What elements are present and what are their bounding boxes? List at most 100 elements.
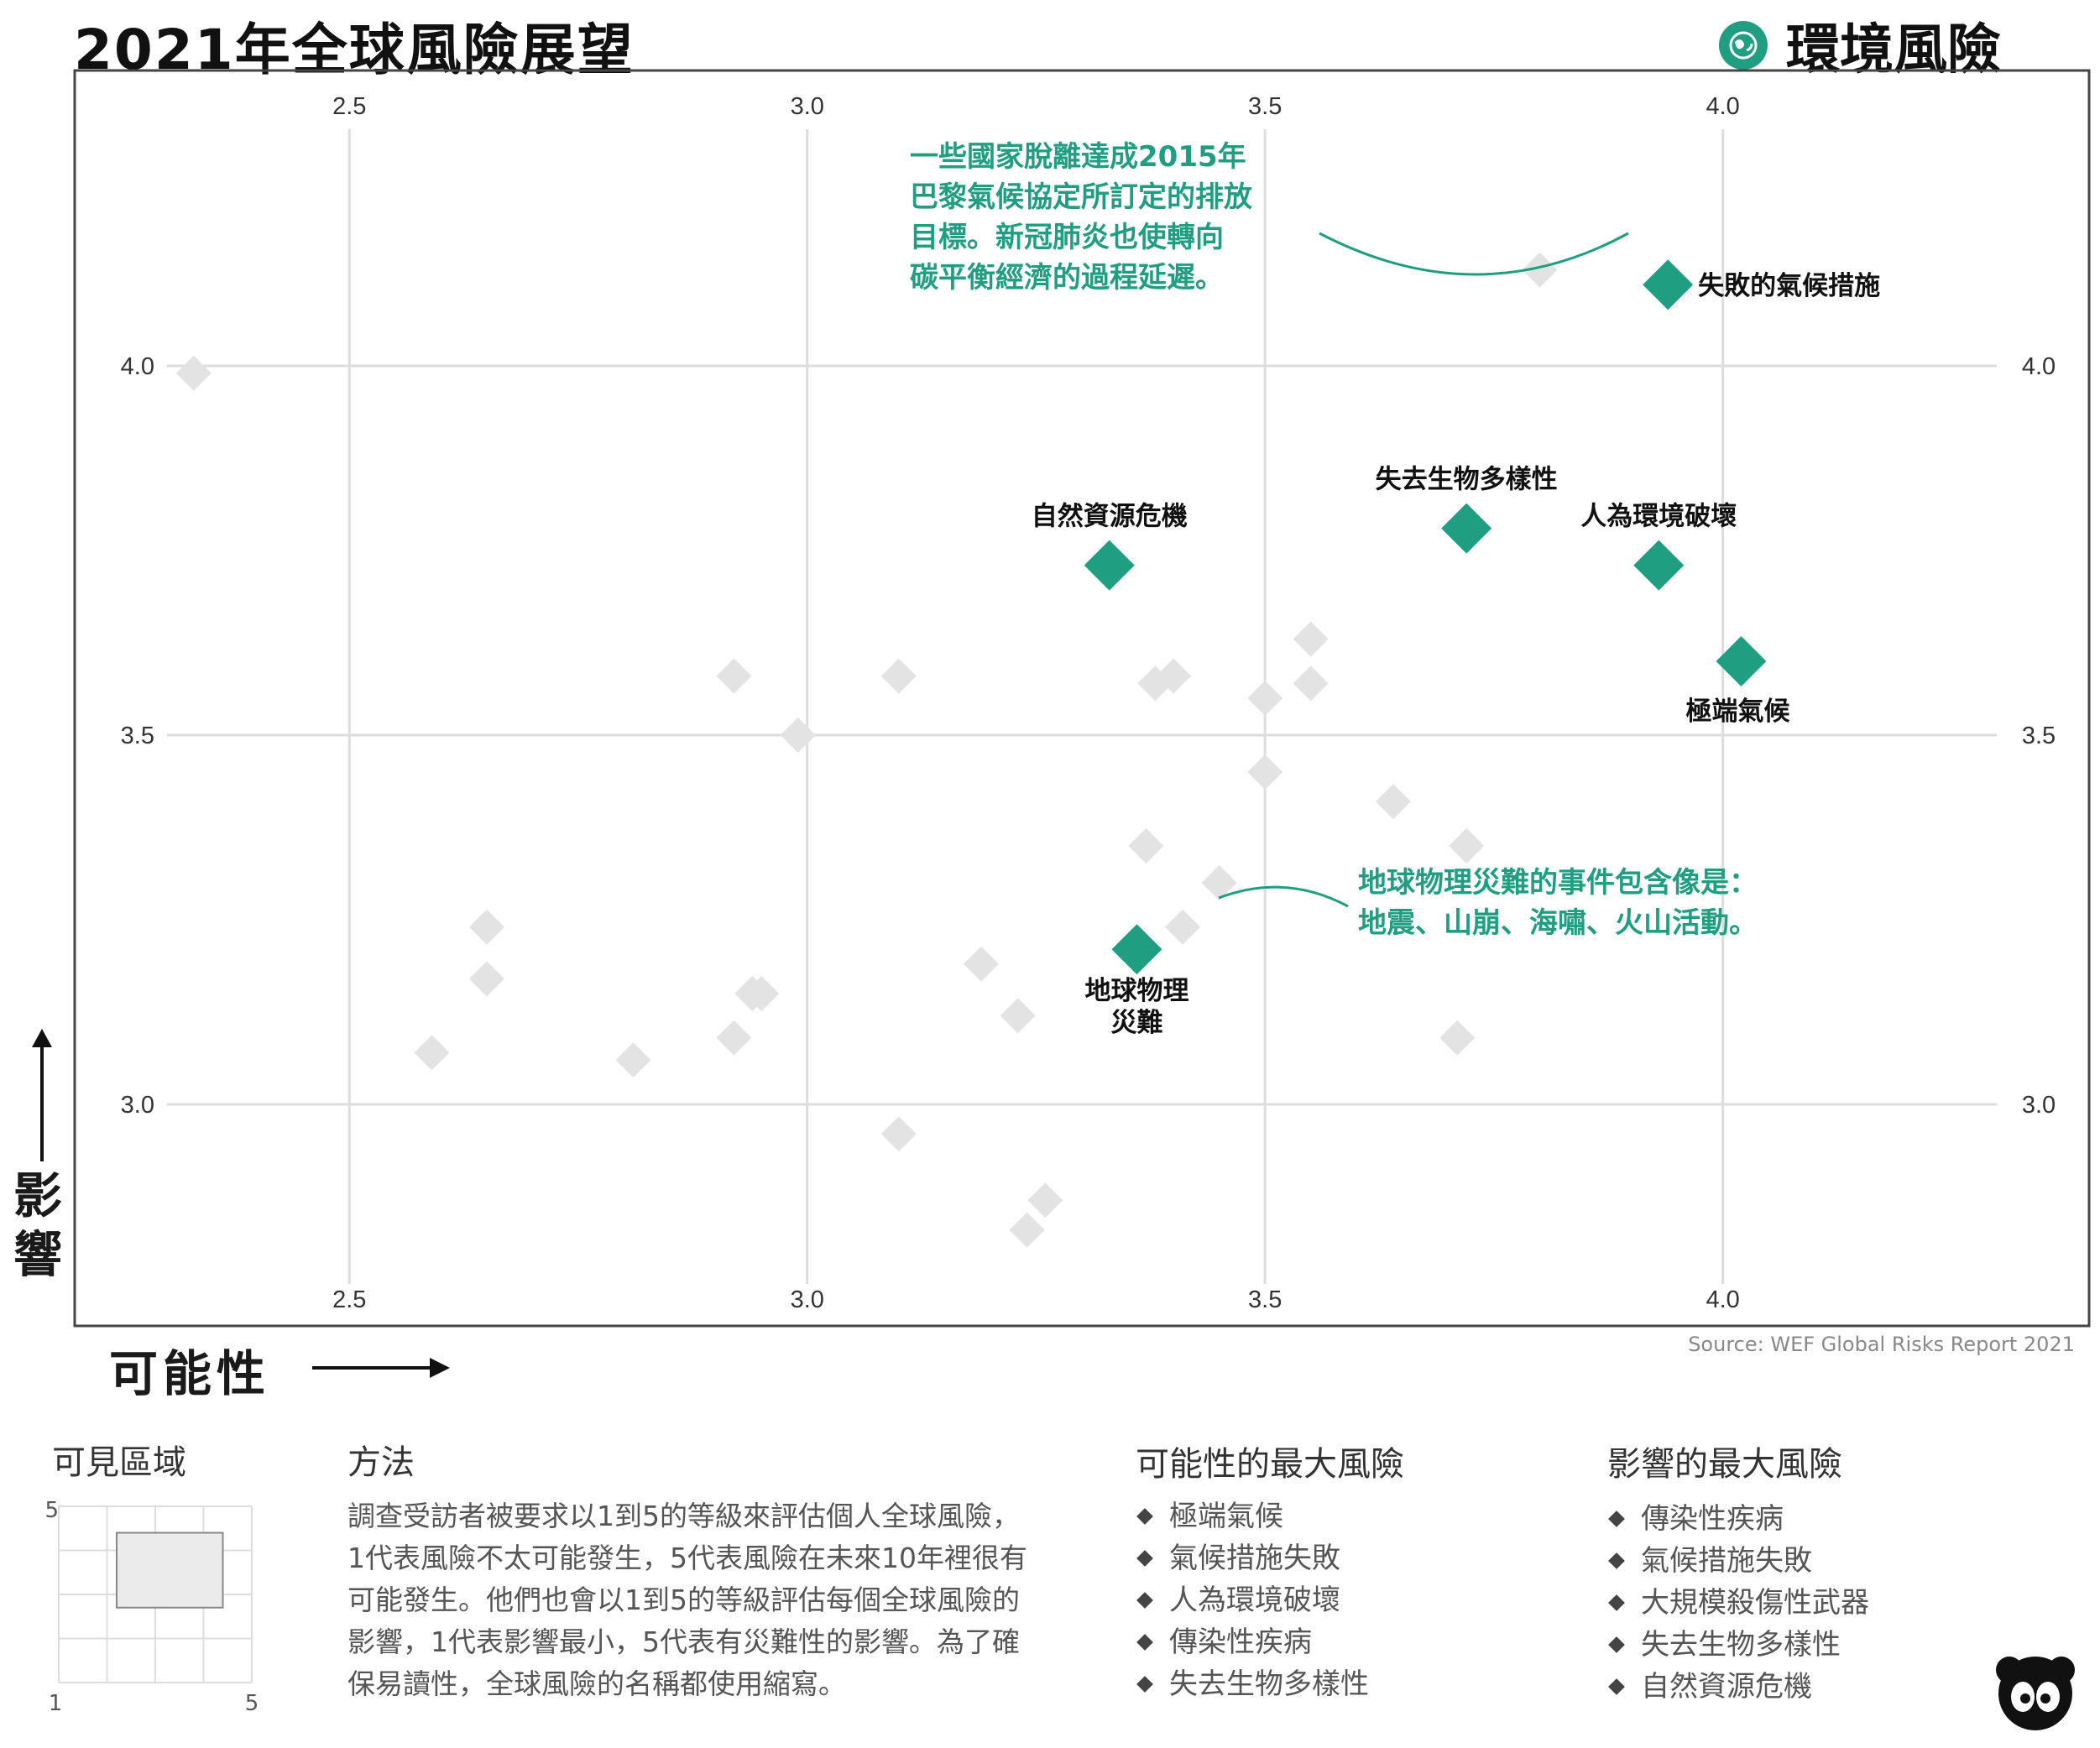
x-axis-title: 可能性 [109,1345,271,1402]
list-item-label: 氣候措施失敗 [1169,1542,1340,1575]
grid-layer [167,129,1997,1284]
other-risk-point [1156,658,1192,694]
annotation-connector [1319,232,1629,276]
tick-layer: 2.5 2.5 3.0 3.0 3.5 3.5 4.0 4.0 3.0 3.0 3.5 3.5 4.0 4… [121,93,2056,1313]
annotation-line: 巴黎氣候協定所訂定的排放 [910,180,1252,214]
method-line: 影響，1代表影響最小，5代表有災難性的影響。為了確 [347,1625,1020,1658]
highlighted-risk-point [1441,503,1492,554]
highlighted-risk-label: 極端氣候 [1685,697,1790,727]
method-line: 可能發生。他們也會以1到5的等級評估每個全球風險的 [347,1584,1020,1616]
method-title: 方法 [347,1443,415,1482]
other-risks-layer [175,252,1558,1248]
annotation-line: 地球物理災難的事件包含像是： [1358,866,1758,900]
list-item: 失去生物多樣性 [1136,1663,1369,1705]
diamond-bullet-icon [1608,1678,1625,1695]
other-risk-point [880,1116,917,1152]
highlighted-risk-label-line: 災難 [1110,1008,1162,1038]
other-risk-point [964,946,999,982]
other-risk-point [880,658,917,694]
y-axis-title-glyph: 響 [13,1226,62,1283]
other-risk-point [716,658,752,694]
diamond-bullet-icon [1136,1592,1153,1609]
other-risk-point [1293,621,1329,657]
other-risk-point [716,1020,752,1056]
other-risk-point [1375,784,1411,820]
list-item: 失去生物多樣性 [1607,1624,1869,1666]
diamond-bullet-icon [1136,1550,1153,1567]
other-risk-point [1522,252,1558,288]
annotation-layer: 一些國家脫離達成2015年巴黎氣候協定所訂定的排放目標。新冠肺炎也使轉向碳平衡經… [910,140,1758,940]
top-impact-list: 傳染性疾病 氣候措施失敗 大規模殺傷性武器 失去生物多樣性 自然資源危機 [1607,1498,1869,1708]
highlighted-risk-point [1633,540,1685,591]
x-tick-label-bottom: 4.0 [1706,1286,1739,1313]
list-item: 氣候措施失敗 [1607,1540,1869,1582]
annotation-text: 一些國家脫離達成2015年巴黎氣候協定所訂定的排放目標。新冠肺炎也使轉向碳平衡經… [910,140,1252,295]
annotation-line: 碳平衡經濟的過程延遲。 [910,261,1224,295]
other-risk-point [1201,865,1237,900]
other-risk-point [175,355,212,391]
other-risk-point [1449,828,1485,864]
annotation-connector [1218,885,1349,908]
top-likelihood-list: 極端氣候 氣候措施失敗 人為環境破壞 傳染性疾病 失去生物多樣性 [1136,1495,1369,1705]
method-text: 調查受訪者被要求以1到5的等級來評估個人全球風險， 1代表風險不太可能發生，5代… [347,1495,1086,1705]
highlighted-risk-point [1643,259,1694,310]
highlighted-risk-label: 自然資源危機 [1032,502,1188,532]
plot-frame [73,69,2091,1328]
visible-area-inset: 5 1 5 [44,1498,259,1712]
annotation-line: 地震、山崩、海嘯、火山活動。 [1358,906,1758,940]
y-axis-arrow-icon [32,1029,52,1161]
other-risk-point [1439,1020,1476,1056]
y-tick-label-left: 3.5 [121,723,154,749]
annotation-line: 一些國家脫離達成2015年 [910,140,1246,174]
top-impact-title: 影響的最大風險 [1607,1445,1842,1484]
list-item: 氣候措施失敗 [1136,1537,1369,1579]
list-item-label: 傳染性疾病 [1169,1625,1312,1659]
highlighted-risk-label: 失敗的氣候措施 [1698,271,1880,301]
other-risk-point [1165,909,1200,945]
x-tick-label-top: 2.5 [332,93,366,120]
y-tick-label-left: 3.0 [121,1092,154,1119]
diamond-bullet-icon [1608,1552,1625,1569]
source-note: Source: WEF Global Risks Report 2021 [1688,1333,2075,1356]
y-tick-label-right: 3.5 [2022,723,2056,749]
highlighted-risk-label-line: 地球物理 [1084,976,1188,1006]
annotation-text: 地球物理災難的事件包含像是： 地震、山崩、海嘯、火山活動。 [1358,866,1758,940]
highlighted-risk-point [1084,540,1135,591]
list-item: 極端氣候 [1136,1495,1369,1537]
highlighted-risk-label: 失去生物多樣性 [1376,465,1558,495]
list-item: 傳染性疾病 [1136,1621,1369,1663]
x-tick-label-top: 3.5 [1248,93,1282,120]
list-item-label: 大規模殺傷性武器 [1641,1586,1869,1620]
other-risk-point [414,1035,450,1071]
x-tick-label-top: 3.0 [791,93,824,120]
method-line: 1代表風險不太可能發生，5代表風險在未來10年裡很有 [347,1542,1027,1574]
list-item: 大規模殺傷性武器 [1607,1582,1869,1624]
other-risk-point [1009,1212,1045,1248]
other-risk-point [1027,1182,1063,1218]
diamond-bullet-icon [1608,1594,1625,1611]
diamond-bullet-icon [1136,1676,1153,1693]
other-risk-point [1247,754,1283,790]
list-item-label: 人為環境破壞 [1169,1584,1340,1617]
inset-x-max-label: 5 [245,1691,259,1712]
other-risk-point [734,976,771,1011]
y-tick-label-left: 4.0 [121,353,154,380]
method-line: 調查受訪者被要求以1到5的等級來評估個人全球風險， [347,1500,1020,1532]
x-tick-label-bottom: 3.5 [1248,1286,1282,1313]
inset-title: 可見區域 [52,1443,186,1482]
annotation-line: 目標。新冠肺炎也使轉向 [910,221,1224,254]
other-risk-point [1128,828,1164,864]
highlighted-risk-point [1111,924,1162,975]
inset-y-max-label: 5 [44,1498,59,1523]
other-risk-point [468,909,504,945]
other-risk-point [1247,681,1283,716]
x-tick-label-bottom: 2.5 [332,1286,366,1313]
inset-visible-area [116,1531,224,1609]
y-tick-label-right: 3.0 [2022,1092,2056,1119]
y-axis-title-glyph: 影 [13,1167,62,1224]
brand-logo-icon [1996,1657,2075,1730]
other-risk-point [468,961,504,997]
globe-leaf-icon [1719,21,1768,70]
top-likelihood-title: 可能性的最大風險 [1136,1445,1404,1484]
